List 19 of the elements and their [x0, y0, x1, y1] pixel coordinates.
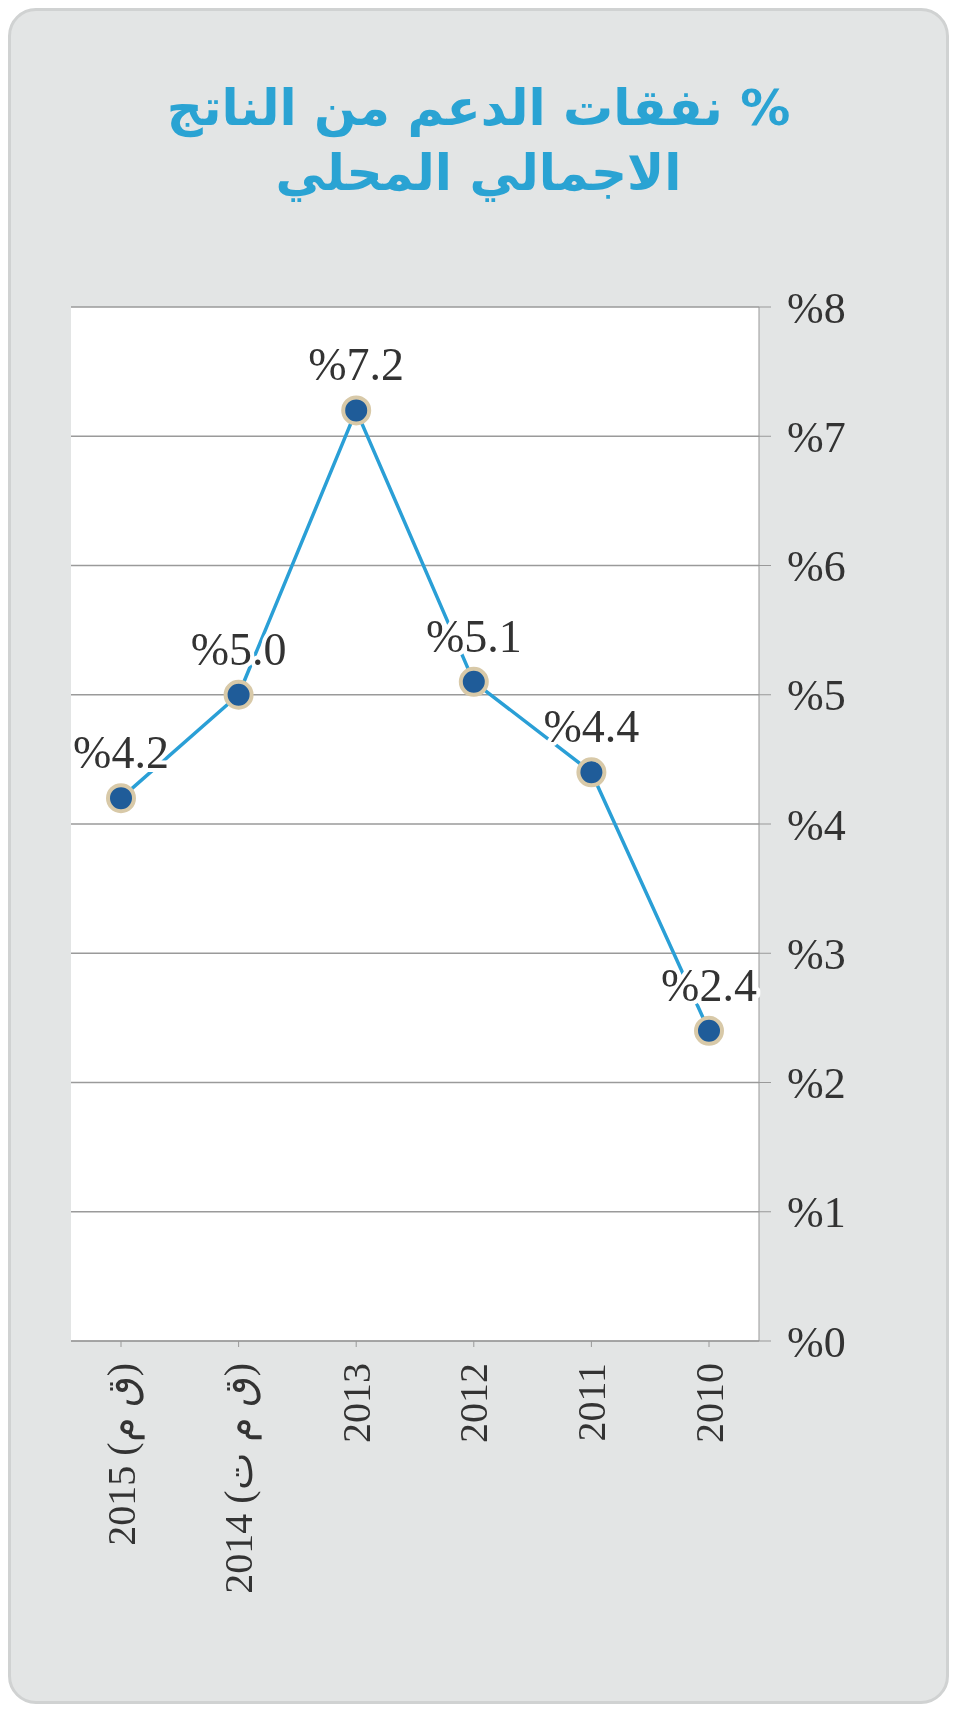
x-tick-label: 2011: [568, 1363, 614, 1442]
y-tick-label: %6: [787, 542, 846, 592]
y-tick-label: %1: [787, 1188, 846, 1238]
x-tick-label: 2010: [686, 1363, 732, 1443]
x-tick-label: 2013: [333, 1363, 379, 1443]
data-label: %4.2: [73, 727, 169, 779]
y-tick-label: %3: [787, 929, 846, 979]
chart-title: % نفقات الدعم من الناتج الاجمالي المحلي: [165, 78, 792, 204]
x-tick-label: 2015 (ق م): [98, 1363, 145, 1546]
x-tick-label: 2012: [451, 1363, 497, 1443]
y-tick-label: %7: [787, 412, 846, 462]
y-tick-label: %5: [787, 671, 846, 721]
y-tick-label: %4: [787, 800, 846, 850]
x-tick-label: 2014 (ق م ت): [216, 1363, 263, 1594]
y-tick-label: %8: [787, 283, 846, 333]
y-tick-label: %0: [787, 1317, 846, 1367]
data-label: %7.2: [308, 339, 405, 391]
y-tick-label: %2: [787, 1059, 846, 1109]
data-label: %4.4: [543, 701, 640, 753]
